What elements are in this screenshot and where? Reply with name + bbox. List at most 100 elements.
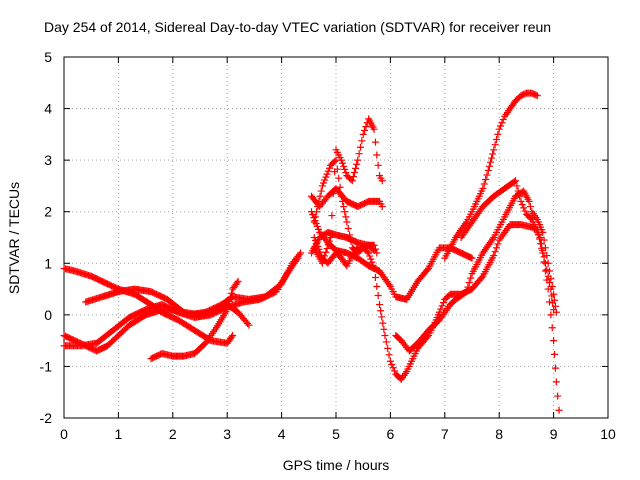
data-point <box>549 299 557 307</box>
data-point <box>317 187 325 195</box>
x-tick-label: 8 <box>495 426 503 442</box>
x-tick-label: 2 <box>169 426 177 442</box>
data-point <box>331 157 339 165</box>
data-point <box>315 245 323 253</box>
data-point <box>323 245 331 253</box>
data-point <box>327 234 335 241</box>
data-point <box>547 285 555 293</box>
data-point <box>484 166 492 174</box>
data-point <box>344 224 352 232</box>
x-tick-label: 10 <box>600 426 616 442</box>
data-point <box>350 169 358 177</box>
data-point <box>336 183 344 191</box>
data-point <box>551 364 559 372</box>
y-tick-label: 4 <box>44 101 52 117</box>
data-point <box>315 225 323 233</box>
data-point <box>356 143 364 151</box>
data-point <box>311 236 319 244</box>
data-point <box>340 203 348 211</box>
data-point <box>323 170 331 178</box>
data-point <box>226 293 234 301</box>
data-point <box>379 319 387 327</box>
data-point <box>385 351 393 359</box>
data-point <box>335 174 343 182</box>
data-point <box>370 241 378 249</box>
data-point <box>486 158 494 166</box>
data-point <box>313 208 321 216</box>
data-point <box>354 156 362 164</box>
data-point <box>324 241 332 249</box>
data-point <box>483 171 491 179</box>
data-point <box>533 92 541 100</box>
data-point <box>547 311 555 319</box>
data-point <box>328 212 336 220</box>
data-point <box>376 301 384 309</box>
data-point <box>488 154 496 162</box>
data-point <box>321 176 329 184</box>
data-point <box>546 279 554 287</box>
data-point <box>318 182 326 190</box>
data-point <box>228 289 236 297</box>
series-arc-9 <box>310 115 386 267</box>
data-point <box>313 239 321 247</box>
data-point <box>353 160 361 168</box>
data-point <box>370 125 378 133</box>
data-markers <box>60 89 563 414</box>
data-point <box>320 179 328 187</box>
data-point <box>315 197 323 205</box>
data-point <box>355 150 363 158</box>
data-point <box>225 297 233 305</box>
data-point <box>514 187 522 195</box>
y-tick-label: 5 <box>44 49 52 65</box>
data-point <box>368 258 376 266</box>
data-point <box>294 254 302 262</box>
data-point <box>543 266 551 274</box>
data-point <box>490 146 498 154</box>
data-point <box>316 192 324 200</box>
data-point <box>295 251 303 259</box>
series-arc-12 <box>392 187 560 355</box>
data-point <box>554 392 562 400</box>
data-point <box>512 177 520 185</box>
data-point <box>479 185 487 193</box>
data-point <box>342 213 350 221</box>
data-point <box>378 203 386 211</box>
data-point <box>439 299 447 307</box>
y-tick-label: 0 <box>44 307 52 323</box>
data-point <box>463 288 471 296</box>
data-point <box>293 256 301 264</box>
data-point <box>317 251 325 259</box>
data-point <box>371 138 379 146</box>
data-point <box>316 248 324 256</box>
series-arc-13 <box>457 177 558 314</box>
data-point <box>384 344 392 352</box>
data-point <box>297 249 305 257</box>
tick-labels: 0 1 2 3 4 5 6 7 8 9 10 -2 -1 0 1 2 3 4 5 <box>40 49 616 442</box>
data-point <box>329 190 337 198</box>
data-point <box>311 213 319 221</box>
data-point <box>390 367 398 375</box>
data-point <box>310 218 318 226</box>
data-point <box>310 234 318 241</box>
x-tick-label: 1 <box>115 426 123 442</box>
data-point <box>541 259 549 267</box>
data-point <box>244 320 252 328</box>
data-point <box>333 165 341 173</box>
data-point <box>467 274 475 282</box>
data-point <box>518 201 526 209</box>
y-tick-label: 1 <box>44 255 52 271</box>
data-point <box>437 305 445 313</box>
data-point <box>352 164 360 172</box>
data-point <box>325 164 333 172</box>
series-arc-4 <box>82 285 253 329</box>
x-tick-label: 7 <box>441 426 449 442</box>
data-point <box>373 282 381 290</box>
chart-title: Day 254 of 2014, Sidereal Day-to-day VTE… <box>44 19 551 35</box>
data-point <box>490 252 498 260</box>
data-point <box>540 236 548 244</box>
data-point <box>332 156 340 164</box>
data-point <box>526 214 534 222</box>
data-point <box>358 137 366 145</box>
data-point <box>468 254 476 262</box>
data-point <box>520 204 528 212</box>
